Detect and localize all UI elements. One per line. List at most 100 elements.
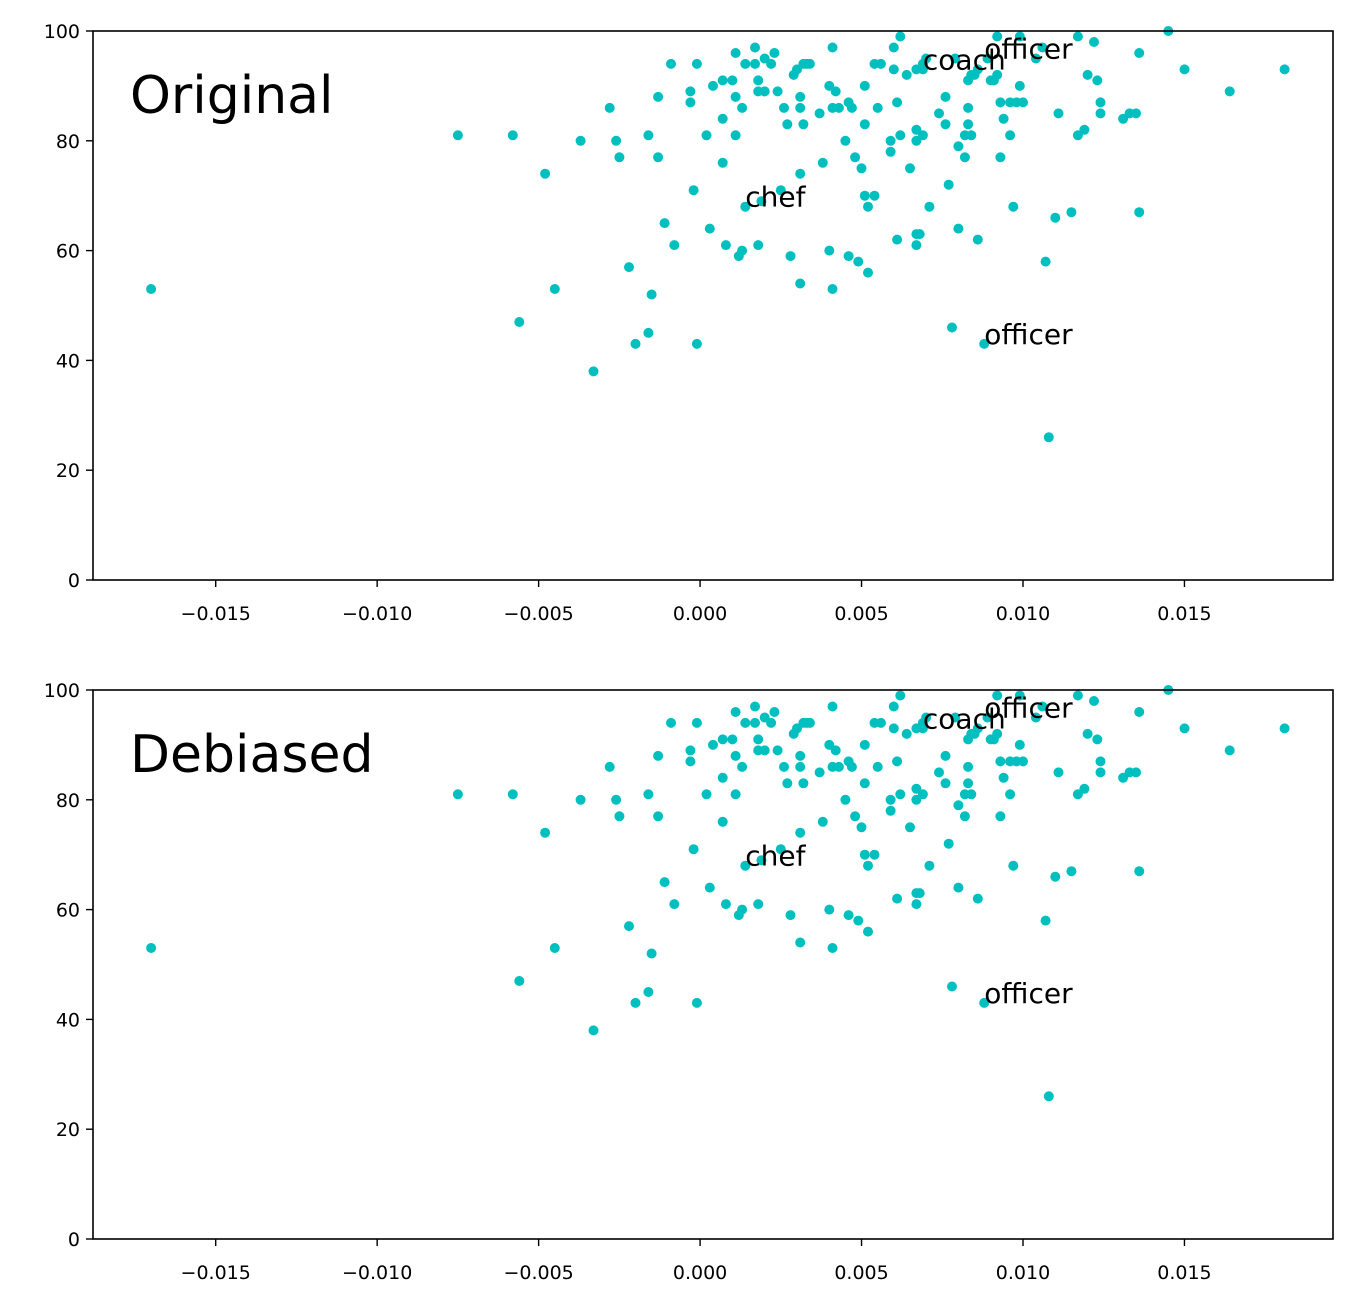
y-tick-label: 40 (56, 1009, 80, 1031)
data-point (624, 921, 634, 932)
data-point (540, 168, 551, 179)
data-point (1072, 31, 1083, 42)
data-point (772, 745, 783, 756)
data-point (895, 130, 906, 141)
data-point (756, 855, 767, 866)
data-point (704, 223, 715, 234)
data-point (863, 926, 873, 937)
data-point (972, 723, 983, 734)
data-point (685, 97, 696, 108)
data-point (588, 1025, 599, 1036)
data-point (775, 185, 786, 196)
data-point (940, 119, 951, 130)
data-point (859, 778, 870, 789)
data-point (772, 86, 783, 97)
data-point (720, 240, 731, 251)
data-point (863, 860, 873, 871)
data-point (737, 102, 748, 113)
data-point (750, 42, 760, 53)
data-point (759, 86, 770, 97)
data-point (966, 130, 977, 141)
data-point (1279, 723, 1290, 734)
data-point (895, 789, 906, 800)
data-point (830, 745, 841, 756)
data-point (934, 108, 944, 119)
y-axis: 0 20 40 60 80 100 (44, 680, 93, 1251)
data-point (730, 707, 741, 717)
data-point (963, 119, 974, 130)
data-point (911, 899, 922, 910)
annotation-label: officer (984, 32, 1073, 65)
data-point (1050, 871, 1061, 882)
data-point (685, 86, 696, 97)
data-point (666, 717, 676, 728)
data-point (827, 701, 838, 712)
data-point (1092, 734, 1103, 745)
y-tick-label: 60 (56, 241, 80, 263)
data-point (659, 877, 670, 888)
data-point (653, 750, 664, 761)
x-tick-label: 0.000 (673, 603, 727, 625)
data-point (947, 981, 957, 992)
data-point (643, 789, 654, 800)
data-point (1082, 69, 1093, 80)
data-point (795, 761, 806, 772)
y-axis: 0 20 40 60 80 100 (44, 21, 93, 592)
x-tick-label: 0.000 (673, 1262, 727, 1284)
data-point (921, 53, 932, 64)
data-point (630, 338, 641, 349)
data-point (750, 701, 760, 712)
data-point (1043, 1091, 1054, 1102)
panel-title: Debiased (130, 725, 373, 785)
panel-title: Original (130, 66, 333, 126)
data-point (646, 948, 657, 959)
data-point (827, 943, 838, 953)
data-point (979, 338, 990, 349)
data-point (669, 899, 680, 910)
data-point (972, 234, 983, 245)
data-point (859, 739, 870, 750)
data-point (892, 97, 903, 108)
data-point (1014, 80, 1025, 91)
data-point (824, 245, 835, 256)
data-point (914, 888, 925, 899)
data-point (905, 822, 915, 833)
data-point (872, 102, 883, 113)
data-point (888, 723, 899, 734)
x-tick-label: −0.005 (503, 1262, 573, 1284)
data-point (1179, 64, 1190, 75)
data-point (730, 91, 741, 102)
data-point (717, 816, 728, 827)
data-point (895, 690, 906, 701)
data-point (1095, 767, 1106, 778)
data-point (966, 789, 977, 800)
data-point (1095, 97, 1106, 108)
data-point (859, 119, 870, 130)
data-point (653, 152, 664, 163)
data-point (1014, 690, 1025, 701)
data-point (963, 778, 974, 789)
data-point (737, 245, 748, 256)
data-point (869, 849, 880, 860)
data-point (995, 97, 1006, 108)
data-point (779, 761, 789, 772)
data-point (753, 734, 764, 745)
data-point (588, 366, 599, 377)
data-point (643, 987, 654, 997)
data-point (859, 849, 870, 860)
data-point (753, 75, 764, 86)
data-point (666, 58, 676, 69)
data-point (795, 937, 806, 948)
data-point (995, 811, 1006, 822)
data-point (514, 976, 525, 986)
data-point (992, 728, 1003, 739)
data-point (940, 91, 951, 102)
data-point (921, 712, 932, 723)
data-point (507, 789, 518, 800)
plot-frame (92, 30, 1334, 581)
data-point (691, 717, 702, 728)
data-point (1134, 707, 1145, 717)
y-tick-label: 80 (56, 790, 80, 812)
data-point (740, 201, 751, 212)
